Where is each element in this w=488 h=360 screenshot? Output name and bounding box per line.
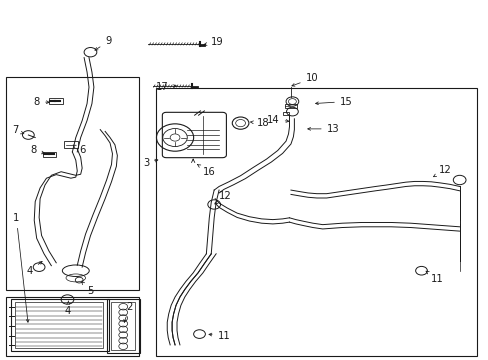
Bar	[6, 297, 139, 356]
Text: 11: 11	[208, 330, 230, 341]
Text: 1: 1	[13, 213, 29, 322]
Text: 5: 5	[81, 282, 93, 296]
Bar	[155, 88, 476, 356]
Text: 15: 15	[315, 96, 352, 107]
Bar	[6, 77, 139, 290]
Text: 12: 12	[432, 165, 451, 177]
Text: 8: 8	[34, 96, 49, 107]
Text: 3: 3	[142, 158, 158, 168]
Text: 10: 10	[291, 73, 318, 86]
Bar	[284, 104, 297, 108]
Text: 4: 4	[64, 301, 71, 316]
Text: 11: 11	[425, 271, 443, 284]
Bar	[49, 98, 62, 104]
Text: 2: 2	[123, 302, 132, 322]
Bar	[15, 302, 102, 348]
Text: 9: 9	[95, 36, 111, 50]
Bar	[282, 112, 289, 115]
Bar	[43, 152, 56, 157]
Text: 13: 13	[307, 124, 339, 134]
Text: 4: 4	[27, 261, 42, 276]
Text: 8: 8	[30, 145, 44, 156]
Text: 16: 16	[197, 165, 215, 177]
Text: 14: 14	[266, 114, 288, 125]
Text: 17: 17	[156, 82, 176, 92]
Text: 19: 19	[203, 37, 224, 48]
Text: 18: 18	[250, 118, 269, 128]
Bar	[11, 299, 108, 351]
Text: 12: 12	[214, 191, 231, 204]
Bar	[106, 299, 140, 353]
Bar	[111, 302, 135, 350]
Text: 7: 7	[12, 125, 24, 135]
Text: 6: 6	[73, 145, 85, 156]
Bar	[63, 141, 78, 148]
